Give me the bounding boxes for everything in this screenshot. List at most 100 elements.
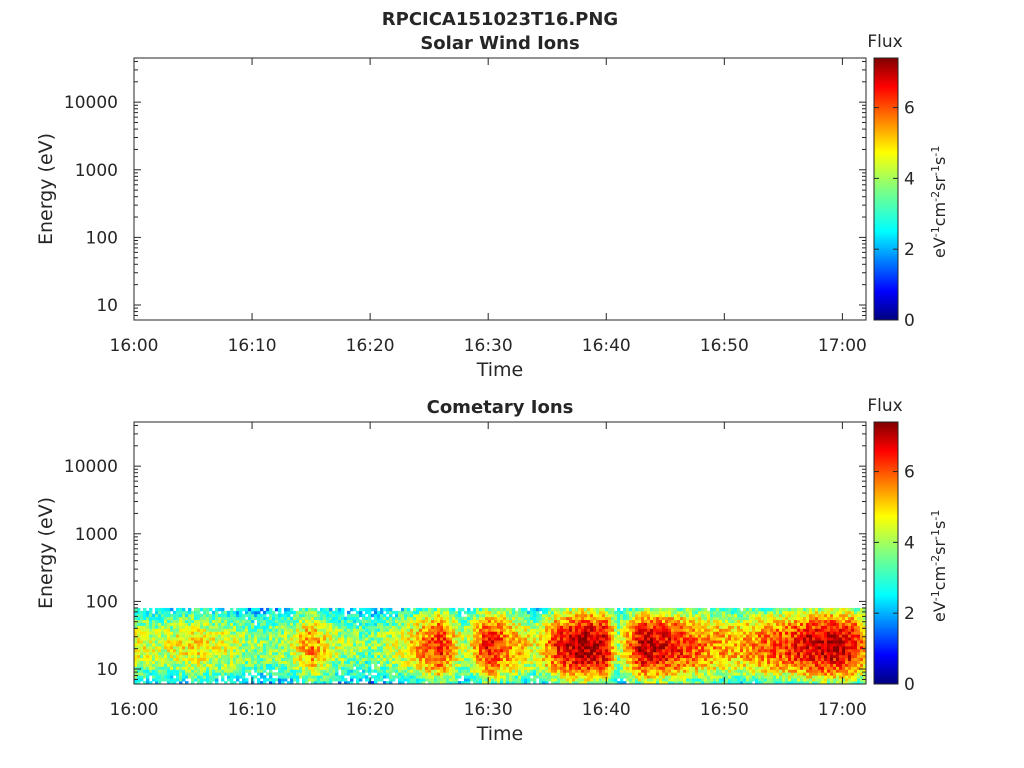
spectrogram-cell: [329, 666, 333, 670]
spectrogram-cell: [266, 607, 270, 612]
spectrogram-cell: [320, 628, 324, 632]
spectrogram-cell: [317, 613, 321, 618]
spectrogram-cell: [353, 645, 357, 650]
spectrogram-cell: [335, 625, 339, 629]
spectrogram-cell: [464, 610, 468, 615]
spectrogram-cell: [575, 622, 579, 626]
spectrogram-cell: [215, 637, 219, 641]
spectrogram-cell: [248, 651, 252, 656]
spectrogram-cell: [524, 622, 528, 626]
spectrogram-cell: [191, 634, 195, 638]
spectrogram-cell: [674, 619, 678, 623]
spectrogram-cell: [473, 669, 477, 673]
spectrogram-cell: [557, 669, 561, 673]
spectrogram-cell: [377, 651, 381, 656]
spectrogram-cell: [479, 645, 483, 650]
spectrogram-cell: [410, 610, 414, 615]
spectrogram-cell: [377, 610, 381, 615]
spectrogram-cell: [545, 634, 549, 638]
spectrogram-cell: [479, 660, 483, 664]
spectrogram-cell: [236, 651, 240, 656]
spectrogram-cell: [689, 613, 693, 618]
spectrogram-cell: [293, 643, 297, 647]
spectrogram-cell: [347, 672, 351, 676]
spectrogram-cell: [635, 657, 639, 661]
spectrogram-cell: [314, 678, 318, 682]
spectrogram-cell: [398, 628, 402, 632]
spectrogram-cell: [380, 645, 384, 650]
spectrogram-cell: [560, 654, 564, 659]
spectrogram-cell: [158, 643, 162, 647]
spectrogram-cell: [575, 675, 579, 679]
spectrogram-cell: [674, 651, 678, 656]
spectrogram-cell: [182, 663, 186, 667]
spectrogram-cell: [353, 616, 357, 621]
spectrogram-cell: [278, 648, 282, 653]
spectrogram-cell: [143, 681, 147, 684]
spectrogram-cell: [596, 625, 600, 629]
spectrogram-cell: [572, 631, 576, 635]
spectrogram-cell: [278, 631, 282, 635]
spectrogram-cell: [461, 625, 465, 629]
spectrogram-cell: [440, 625, 444, 629]
spectrogram-cell: [218, 622, 222, 626]
spectrogram-cell: [155, 651, 159, 656]
spectrogram-cell: [350, 675, 354, 679]
spectrogram-cell: [617, 631, 621, 635]
spectrogram-cell: [551, 616, 555, 621]
spectrogram-cell: [482, 625, 486, 629]
spectrogram-cell: [632, 634, 636, 638]
spectrogram-cell: [251, 634, 255, 638]
spectrogram-cell: [677, 675, 681, 679]
spectrogram-cell: [674, 616, 678, 621]
spectrogram-cell: [551, 678, 555, 682]
spectrogram-cell: [446, 675, 450, 679]
spectrogram-cell: [350, 651, 354, 656]
spectrogram-cell: [665, 660, 669, 664]
spectrogram-cell: [623, 648, 627, 653]
spectrogram-cell: [461, 672, 465, 676]
spectrogram-cell: [365, 628, 369, 632]
spectrogram-cell: [263, 643, 267, 647]
spectrogram-cell: [239, 637, 243, 641]
spectrogram-cell: [641, 631, 645, 635]
spectrogram-cell: [383, 613, 387, 618]
spectrogram-cell: [218, 669, 222, 673]
spectrogram-cell: [503, 669, 507, 673]
spectrogram-cell: [572, 660, 576, 664]
spectrogram-cell: [389, 663, 393, 667]
spectrogram-cell: [413, 637, 417, 641]
spectrogram-cell: [614, 634, 618, 638]
spectrogram-cell: [359, 628, 363, 632]
spectrogram-cell: [257, 666, 261, 670]
spectrogram-cell: [161, 643, 165, 647]
spectrogram-cell: [365, 637, 369, 641]
spectrogram-cell: [206, 663, 210, 667]
spectrogram-cell: [338, 675, 342, 679]
spectrogram-cell: [143, 672, 147, 676]
spectrogram-cell: [452, 654, 456, 659]
spectrogram-cell: [458, 666, 462, 670]
spectrogram-cell: [302, 666, 306, 670]
spectrogram-cell: [668, 634, 672, 638]
spectrogram-cell: [389, 643, 393, 647]
spectrogram-cell: [506, 663, 510, 667]
spectrogram-cell: [296, 654, 300, 659]
spectrogram-cell: [272, 672, 276, 676]
spectrogram-cell: [242, 622, 246, 626]
spectrogram-cell: [422, 651, 426, 656]
spectrogram-cell: [419, 616, 423, 621]
spectrogram-cell: [218, 651, 222, 656]
spectrogram-cell: [236, 631, 240, 635]
spectrogram-cell: [623, 622, 627, 626]
spectrogram-cell: [392, 669, 396, 673]
spectrogram-cell: [602, 675, 606, 679]
spectrogram-cell: [587, 637, 591, 641]
spectrogram-cell: [476, 657, 480, 661]
spectrogram-cell: [410, 643, 414, 647]
spectrogram-cell: [623, 645, 627, 650]
spectrogram-cell: [251, 643, 255, 647]
spectrogram-cell: [482, 654, 486, 659]
spectrogram-cell: [497, 634, 501, 638]
spectrogram-cell: [260, 643, 264, 647]
